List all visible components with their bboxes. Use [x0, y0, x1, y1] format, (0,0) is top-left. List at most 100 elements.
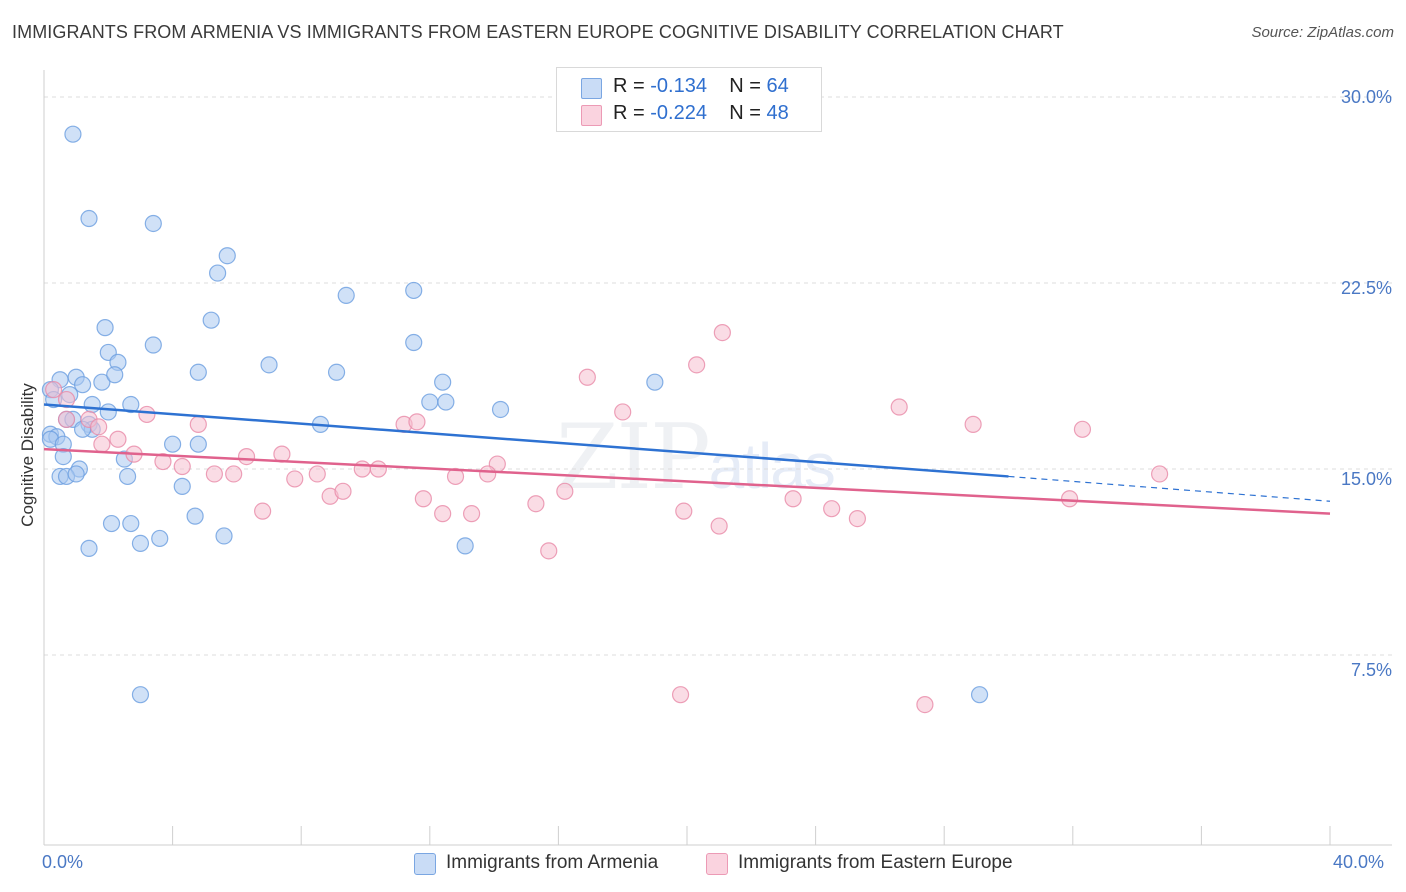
- eastern-europe-point: [578, 368, 596, 386]
- armenia-point: [80, 539, 98, 557]
- eastern-europe-point: [369, 460, 387, 478]
- armenia-point: [437, 393, 455, 411]
- armenia-point: [260, 356, 278, 374]
- armenia-point: [73, 376, 92, 394]
- armenia-point: [93, 373, 111, 391]
- armenia-point: [80, 209, 98, 228]
- armenia-point: [327, 363, 346, 381]
- legend-r-value: -0.224: [650, 102, 707, 124]
- correlation-legend: R = -0.134 N = 64 R = -0.224 N = 48: [556, 67, 822, 132]
- eastern-europe-point: [823, 500, 841, 518]
- series-legend: Immigrants from Armenia Immigrants from …: [0, 852, 1406, 878]
- armenia-point: [96, 319, 114, 337]
- eastern-europe-point: [527, 495, 545, 513]
- armenia-point: [189, 363, 207, 381]
- legend-r-label: R =: [613, 102, 645, 124]
- eastern-europe-point: [964, 415, 982, 433]
- eastern-europe-point: [1060, 490, 1079, 508]
- armenia-point: [337, 286, 355, 304]
- eastern-europe-point: [138, 405, 156, 424]
- eastern-europe-point: [254, 502, 272, 520]
- watermark: ZIPatlas: [556, 405, 836, 510]
- eastern-europe-point: [308, 465, 326, 483]
- armenia-point: [434, 373, 452, 391]
- armenia-point: [218, 247, 236, 265]
- eastern-europe-point: [434, 505, 452, 523]
- eastern-europe-point: [446, 467, 465, 486]
- legend-n-value: 48: [766, 102, 789, 124]
- source-label: Source: ZipAtlas.com: [1251, 24, 1394, 41]
- eastern-europe-point: [710, 517, 728, 535]
- eastern-europe-point: [154, 452, 172, 471]
- eastern-europe-point: [189, 415, 207, 433]
- eastern-europe-point: [462, 505, 481, 523]
- eastern-europe-point: [540, 542, 558, 560]
- legend-swatch-eastern-europe: [706, 853, 728, 875]
- legend-label-armenia: Immigrants from Armenia: [446, 852, 659, 873]
- armenia-point: [54, 448, 72, 466]
- eastern-europe-point: [1073, 420, 1092, 438]
- armenia-point: [456, 537, 474, 555]
- armenia-point: [122, 395, 140, 414]
- armenia-point: [405, 281, 423, 300]
- y-tick-label: 22.5%: [1340, 278, 1392, 298]
- eastern-europe-point: [109, 430, 127, 448]
- legend-r-value: -0.134: [650, 75, 707, 97]
- eastern-europe-point: [93, 435, 111, 453]
- legend-n-label: N =: [729, 102, 761, 124]
- armenia-point: [405, 333, 423, 352]
- y-tick-label: 7.5%: [1350, 660, 1392, 680]
- eastern-europe-point: [90, 418, 108, 436]
- chart-title: IMMIGRANTS FROM ARMENIA VS IMMIGRANTS FR…: [12, 22, 1064, 42]
- eastern-europe-point: [479, 465, 497, 483]
- armenia-point: [102, 514, 121, 533]
- eastern-europe-point: [671, 686, 690, 704]
- watermark-zip: ZIP: [556, 405, 711, 510]
- eastern-europe-point: [57, 390, 76, 409]
- eastern-europe-point: [45, 381, 63, 399]
- eastern-europe-point: [675, 502, 693, 520]
- armenia-point: [646, 373, 664, 391]
- eastern-europe-trend-line: [43, 447, 1331, 515]
- eastern-europe-point: [57, 410, 76, 428]
- legend-label-eastern-europe: Immigrants from Eastern Europe: [738, 852, 1013, 873]
- eastern-europe-point: [414, 490, 432, 508]
- armenia-point: [215, 527, 233, 545]
- eastern-europe-point: [916, 695, 934, 714]
- armenia-point: [83, 395, 101, 414]
- armenia-point: [106, 366, 124, 384]
- armenia-point: [209, 264, 227, 282]
- eastern-europe-point: [614, 403, 632, 421]
- armenia-point: [970, 686, 989, 704]
- eastern-europe-point: [237, 448, 256, 466]
- eastern-europe-point: [1151, 465, 1169, 483]
- eastern-europe-point: [688, 356, 706, 374]
- eastern-europe-point: [225, 465, 243, 483]
- armenia-point: [144, 336, 162, 354]
- armenia-point: [122, 514, 140, 533]
- legend-r-label: R =: [613, 75, 645, 97]
- armenia-point: [118, 467, 137, 486]
- armenia-point: [131, 686, 150, 704]
- armenia-point: [144, 214, 162, 233]
- eastern-europe-point: [353, 460, 371, 478]
- legend-swatch-armenia: [581, 78, 602, 99]
- legend-swatch-eastern-europe: [581, 105, 602, 126]
- armenia-point: [491, 400, 510, 419]
- eastern-europe-point: [408, 413, 426, 431]
- armenia-point: [173, 477, 191, 495]
- legend-n-value: 64: [766, 75, 789, 97]
- eastern-europe-point: [890, 398, 908, 416]
- armenia-point: [99, 403, 117, 421]
- y-axis-label: Cognitive Disability: [18, 383, 37, 527]
- eastern-europe-point: [286, 470, 304, 488]
- armenia-point: [64, 125, 82, 143]
- eastern-europe-point: [205, 465, 223, 483]
- x-tick-label: 40.0%: [1333, 852, 1385, 872]
- armenia-point: [164, 435, 182, 453]
- watermark-atlas: atlas: [708, 430, 836, 502]
- armenia-point: [186, 507, 204, 525]
- eastern-europe-point: [848, 509, 866, 528]
- armenia-point: [189, 435, 207, 453]
